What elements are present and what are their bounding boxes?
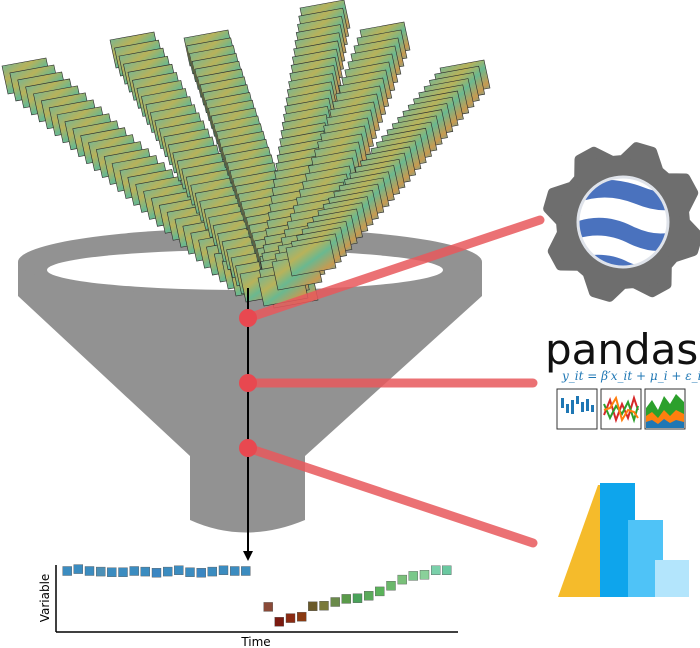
map-tile xyxy=(285,239,337,277)
connector-lines xyxy=(243,215,545,548)
data-point xyxy=(140,566,151,577)
data-point xyxy=(308,601,318,611)
plotly-bars-logo xyxy=(558,483,689,597)
data-point xyxy=(364,591,374,601)
data-point xyxy=(285,613,296,623)
time-series-chart: Time Variable xyxy=(38,564,458,648)
connector-dot-earth-engine xyxy=(239,309,257,327)
plotly-bar-palebue xyxy=(655,560,689,597)
map-tile-stacks xyxy=(1,0,491,309)
data-point xyxy=(352,593,363,603)
pandas-thumb-lines xyxy=(600,388,642,430)
connector-dot-plotly xyxy=(239,439,257,457)
data-point xyxy=(375,586,385,597)
y-axis-label: Variable xyxy=(38,574,52,623)
pandas-logo: pandas y_it = β′x_it + μ_i + ε_it xyxy=(545,325,700,430)
data-point xyxy=(263,602,273,612)
data-point xyxy=(397,574,407,585)
data-point xyxy=(84,566,95,576)
plotly-bar-yellow xyxy=(558,485,610,597)
data-point xyxy=(229,566,240,576)
funnel-body xyxy=(18,262,482,533)
connector-dots xyxy=(239,309,257,457)
data-point xyxy=(62,566,72,576)
data-points xyxy=(62,564,452,627)
data-point xyxy=(218,565,229,575)
data-point xyxy=(241,566,251,576)
pandas-formula: y_it = β′x_it + μ_i + ε_it xyxy=(561,369,700,383)
data-point xyxy=(207,566,218,577)
data-point xyxy=(297,612,307,622)
data-point xyxy=(274,617,284,627)
data-point xyxy=(174,565,184,575)
pandas-wordmark: pandas xyxy=(545,325,698,374)
data-point xyxy=(319,601,329,611)
connector-line-earth-engine xyxy=(243,215,545,323)
data-point xyxy=(431,565,441,575)
pandas-thumb-area xyxy=(644,388,686,430)
connector-dot-pandas xyxy=(239,374,257,392)
earth-engine-logo xyxy=(543,142,700,302)
pandas-thumb-bars xyxy=(556,388,598,430)
data-point xyxy=(185,567,195,577)
data-point xyxy=(129,566,139,576)
data-point xyxy=(73,564,84,574)
x-axis-label: Time xyxy=(240,635,270,648)
data-point xyxy=(95,566,106,577)
data-point xyxy=(151,568,162,578)
connector-line-plotly xyxy=(243,443,538,548)
data-point xyxy=(442,565,452,575)
data-point xyxy=(118,567,128,577)
data-point xyxy=(419,570,430,580)
data-point xyxy=(386,581,396,591)
data-point xyxy=(341,594,351,604)
data-point xyxy=(408,571,418,581)
data-point xyxy=(330,597,340,607)
data-point xyxy=(162,566,173,577)
data-point xyxy=(107,567,117,577)
data-point xyxy=(196,568,206,578)
